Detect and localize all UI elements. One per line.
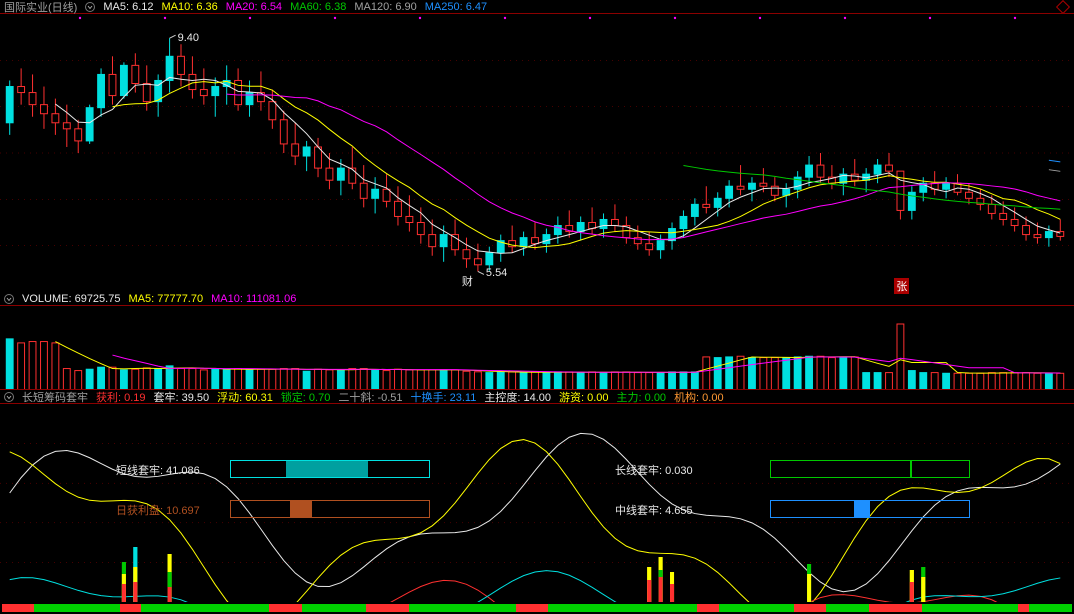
daily-label: 日获利盘: 10.697 [116, 502, 200, 518]
dropdown-icon[interactable] [85, 2, 95, 12]
bottom-strip [2, 604, 1072, 612]
low-price-label: 5.54 [486, 267, 507, 279]
indicator-item: 主控度: 14.00 [484, 389, 551, 405]
volume-chart[interactable] [0, 306, 1074, 390]
tag-cai: 财 [462, 273, 473, 289]
ma5: MA5: 6.12 [103, 1, 153, 13]
indicator-title: 长短筹码套牢 [22, 389, 88, 405]
indicator-item: 二十斜: -0.51 [338, 389, 402, 405]
main-chart-panel: 国际实业(日线) MA5: 6.12 MA10: 6.36 MA20: 6.54… [0, 0, 1074, 292]
ma120: MA120: 6.90 [354, 1, 416, 13]
high-price-label: 9.40 [178, 32, 199, 44]
volume-panel: VOLUME: 69725.75 MA5: 77777.70 MA10: 111… [0, 292, 1074, 390]
ma250: MA250: 6.47 [425, 1, 487, 13]
indicator-item: 机构: 0.00 [674, 389, 724, 405]
mid-box [770, 500, 970, 518]
indicator-item: 十换手: 23.11 [411, 389, 477, 405]
volume-ma5: MA5: 77777.70 [128, 293, 203, 305]
volume-value: VOLUME: 69725.75 [22, 293, 120, 305]
long-box [770, 460, 970, 478]
long-label: 长线套牢: 0.030 [615, 462, 693, 478]
short-box [230, 460, 430, 478]
indicator-item: 游资: 0.00 [559, 389, 609, 405]
indicator-header: 长短筹码套牢 获利: 0.19 套牢: 39.50 浮动: 60.31 锁定: 0.7… [0, 390, 1074, 404]
indicator-item: 主力: 0.00 [617, 389, 667, 405]
ma20: MA20: 6.54 [226, 1, 282, 13]
indicator-item: 锁定: 0.70 [281, 389, 331, 405]
indicator-item: 获利: 0.19 [96, 389, 146, 405]
daily-box [230, 500, 430, 518]
indicator-item: 浮动: 60.31 [217, 389, 273, 405]
volume-ma10: MA10: 111081.06 [211, 293, 296, 305]
mid-label: 中线套牢: 4.655 [615, 502, 693, 518]
dropdown-icon[interactable] [4, 294, 14, 304]
short-label: 短线套牢: 41.086 [116, 462, 200, 478]
main-chart-header: 国际实业(日线) MA5: 6.12 MA10: 6.36 MA20: 6.54… [0, 0, 1074, 14]
indicator-item: 套牢: 39.50 [154, 389, 210, 405]
ma60: MA60: 6.38 [290, 1, 346, 13]
volume-header: VOLUME: 69725.75 MA5: 77777.70 MA10: 111… [0, 292, 1074, 306]
candlestick-chart[interactable] [0, 14, 1074, 292]
dropdown-icon[interactable] [4, 392, 14, 402]
ma10: MA10: 6.36 [162, 1, 218, 13]
stock-title: 国际实业(日线) [4, 0, 77, 15]
